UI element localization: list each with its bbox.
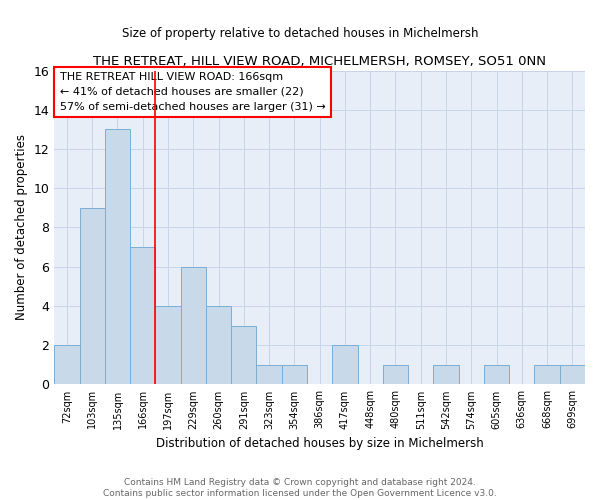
Bar (433, 365, 458, 384)
Title: THE RETREAT, HILL VIEW ROAD, MICHELMERSH, ROMSEY, SO51 0NN: THE RETREAT, HILL VIEW ROAD, MICHELMERSH… (93, 55, 546, 68)
Bar (535, 365, 560, 384)
Bar (560, 365, 585, 384)
X-axis label: Distribution of detached houses by size in Michelmersh: Distribution of detached houses by size … (156, 437, 484, 450)
Bar (155, 306, 181, 384)
Bar (282, 365, 307, 384)
Bar (484, 365, 509, 384)
Bar (231, 326, 256, 384)
Bar (206, 306, 231, 384)
Bar (181, 266, 206, 384)
Text: Size of property relative to detached houses in Michelmersh: Size of property relative to detached ho… (122, 28, 478, 40)
Text: Contains HM Land Registry data © Crown copyright and database right 2024.
Contai: Contains HM Land Registry data © Crown c… (103, 478, 497, 498)
Bar (332, 345, 358, 385)
Bar (383, 365, 408, 384)
Bar (54, 345, 80, 385)
Bar (130, 247, 155, 384)
Text: THE RETREAT HILL VIEW ROAD: 166sqm
← 41% of detached houses are smaller (22)
57%: THE RETREAT HILL VIEW ROAD: 166sqm ← 41%… (59, 72, 325, 112)
Bar (256, 365, 282, 384)
Y-axis label: Number of detached properties: Number of detached properties (15, 134, 28, 320)
Bar (105, 130, 130, 384)
Bar (80, 208, 105, 384)
